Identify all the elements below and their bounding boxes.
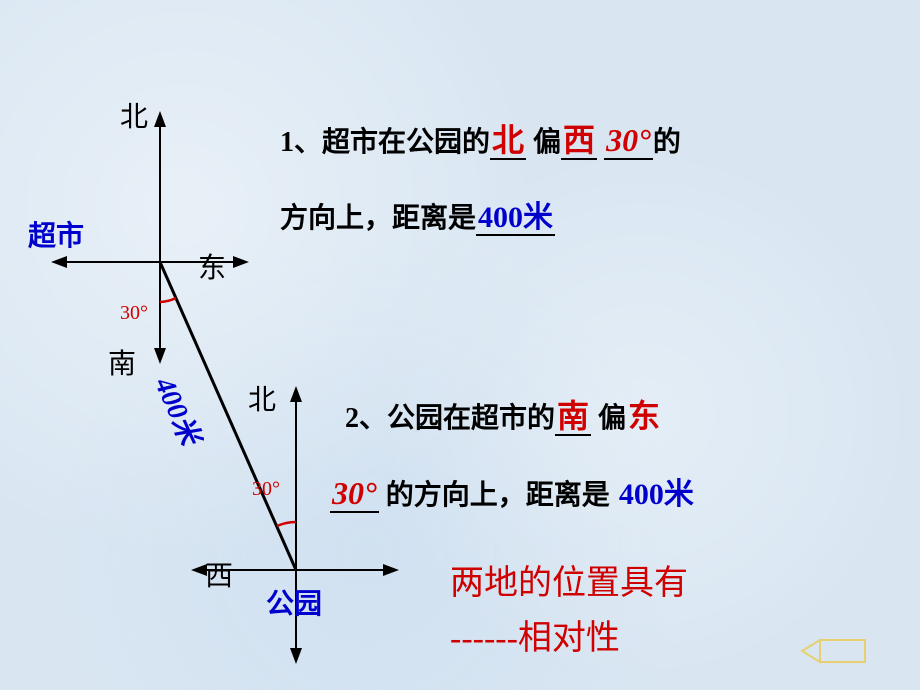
- q1-blank3: 30°: [604, 122, 653, 160]
- q1-blank2: 西: [561, 122, 597, 160]
- question-1: 1、超市在公园的北 偏西 30°的 方向上，距离是400米: [280, 110, 920, 246]
- question-2: 2、公园在超市的南 偏东 30° 的方向上，距离是 400米: [345, 386, 920, 524]
- label-north-1: 北: [120, 95, 148, 135]
- q2-prefix: 2、公园在超市的: [345, 403, 555, 434]
- q1-blank1: 北: [490, 122, 526, 160]
- q1-mid1: 偏: [526, 127, 561, 158]
- label-supermarket: 超市: [28, 214, 84, 254]
- label-north-2: 北: [248, 378, 276, 418]
- q1-blank4: 400米: [476, 201, 555, 236]
- label-angle-1: 30°: [120, 302, 148, 325]
- label-east-1: 东: [198, 246, 226, 286]
- q1-prefix: 1、超市在公园的: [280, 127, 490, 158]
- q1-mid2: [597, 127, 604, 158]
- conclusion: 两地的位置具有 ------相对性: [450, 555, 688, 659]
- q2-line2-blank2: 400米: [617, 478, 696, 511]
- q2-line2-mid: 的方向上，距离是: [379, 480, 617, 511]
- nav-prev-button[interactable]: [795, 635, 875, 670]
- conclusion-line1: 两地的位置具有: [450, 555, 688, 604]
- q2-blank1: 南: [555, 398, 591, 436]
- q2-mid1: 偏: [591, 403, 626, 434]
- q2-line2-blank: 30°: [330, 475, 379, 513]
- q1-suffix1: 的: [653, 127, 681, 158]
- label-west-2: 西: [205, 554, 233, 594]
- q1-line2a: 方向上，距离是: [280, 203, 476, 234]
- q2-blank2: 东: [626, 398, 662, 434]
- label-angle-2: 30°: [252, 478, 280, 501]
- conclusion-line2: ------相对性: [450, 610, 688, 659]
- label-park: 公园: [266, 582, 322, 622]
- label-south-1: 南: [108, 342, 136, 382]
